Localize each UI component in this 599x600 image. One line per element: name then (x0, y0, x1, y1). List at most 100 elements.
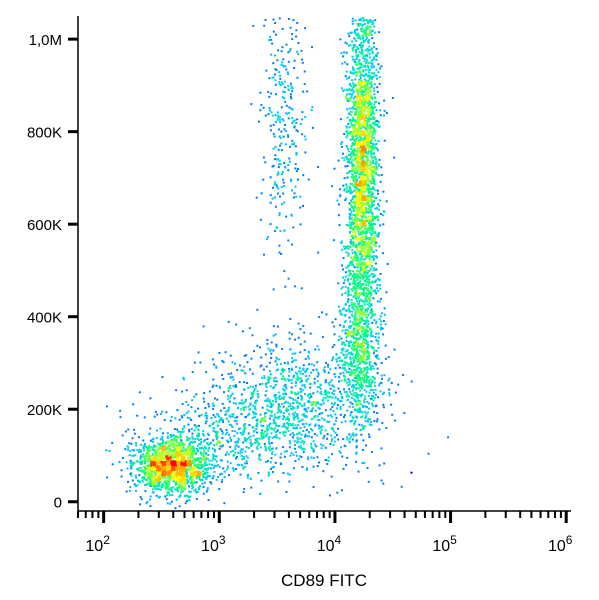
event-dot (370, 227, 373, 230)
event-dot (378, 76, 381, 79)
event-dot (348, 35, 351, 38)
event-dot (166, 482, 169, 485)
event-dot (368, 114, 370, 117)
event-dot (357, 123, 360, 126)
event-dot (354, 196, 357, 199)
event-dot (368, 362, 371, 364)
event-dot (150, 464, 152, 467)
event-dot (362, 152, 365, 155)
event-dot (181, 470, 184, 473)
event-dot (359, 165, 362, 168)
event-dot (350, 369, 353, 372)
event-dot (344, 314, 346, 317)
event-dot (204, 461, 207, 464)
event-dot (163, 462, 166, 465)
event-dot (157, 458, 159, 461)
event-dot (362, 258, 365, 261)
event-dot (356, 266, 359, 269)
event-dot (377, 149, 379, 152)
event-dot (361, 95, 364, 98)
event-dot (375, 322, 378, 325)
event-dot (215, 478, 218, 481)
event-dot (348, 333, 351, 336)
event-dot (352, 264, 355, 267)
event-dot (205, 490, 208, 493)
event-dot (360, 19, 363, 22)
event-dot (347, 364, 350, 367)
event-dot (164, 477, 167, 479)
event-dot (379, 199, 382, 202)
event-dot (346, 436, 349, 439)
event-dot (353, 131, 355, 134)
event-dot (367, 189, 370, 192)
event-dot (363, 232, 366, 234)
event-dot (182, 478, 185, 481)
event-dot (356, 237, 359, 240)
event-dot (286, 401, 289, 404)
event-dot (347, 279, 349, 282)
event-dot (357, 184, 360, 187)
event-dot (358, 134, 361, 137)
event-dot (348, 190, 351, 192)
event-dot (212, 467, 215, 469)
event-dot (359, 361, 362, 364)
event-dot (355, 245, 357, 248)
event-dot (338, 305, 340, 308)
event-dot (166, 463, 169, 465)
event-dot (371, 186, 374, 189)
event-dot (367, 289, 369, 292)
event-dot (357, 318, 360, 320)
event-dot (161, 483, 164, 486)
event-dot (352, 163, 355, 166)
event-dot (136, 460, 139, 463)
event-dot (362, 356, 365, 359)
event-dot (347, 291, 350, 294)
event-dot (373, 132, 376, 135)
event-dot (362, 405, 365, 408)
event-dot (355, 58, 358, 60)
event-dot (358, 50, 361, 53)
event-dot (363, 182, 366, 185)
event-dot (364, 127, 367, 130)
event-dot (176, 447, 179, 450)
event-dot (358, 263, 361, 266)
event-dot (228, 474, 230, 477)
event-dot (303, 448, 306, 451)
event-dot (400, 485, 403, 488)
event-dot (359, 194, 362, 197)
event-dot (192, 453, 195, 456)
event-dot (358, 44, 361, 47)
event-dot (274, 398, 277, 401)
event-dot (135, 460, 138, 463)
event-dot (129, 464, 132, 467)
event-dot (159, 464, 162, 467)
event-dot (359, 147, 362, 150)
event-dot (170, 467, 173, 470)
event-dot (369, 296, 372, 299)
event-dot (364, 258, 367, 261)
event-dot (256, 344, 259, 347)
event-dot (374, 101, 377, 104)
event-dot (158, 473, 161, 476)
event-dot (347, 294, 350, 296)
event-dot (350, 392, 353, 395)
event-dot (356, 210, 359, 213)
event-dot (367, 201, 370, 204)
event-dot (365, 292, 368, 295)
event-dot (376, 216, 378, 219)
event-dot (143, 444, 146, 447)
event-dot (285, 409, 288, 411)
event-dot (379, 180, 382, 183)
event-dot (344, 329, 347, 332)
event-dot (180, 491, 183, 494)
event-dot (364, 196, 367, 199)
event-dot (365, 72, 367, 75)
event-dot (368, 146, 371, 149)
event-dot (178, 485, 181, 488)
event-dot (356, 117, 359, 120)
event-dot (367, 141, 370, 144)
event-dot (345, 125, 348, 128)
event-dot (248, 327, 251, 330)
event-dot (160, 467, 163, 470)
event-dot (371, 37, 374, 40)
